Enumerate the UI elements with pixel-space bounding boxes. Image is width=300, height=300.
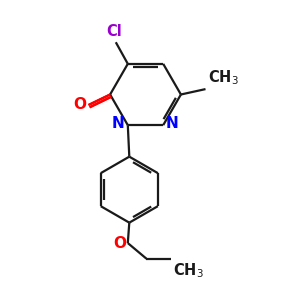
Text: Cl: Cl <box>106 24 122 39</box>
Text: O: O <box>73 97 86 112</box>
Text: N: N <box>111 116 124 131</box>
Text: O: O <box>113 236 126 251</box>
Text: CH$_3$: CH$_3$ <box>173 261 204 280</box>
Text: N: N <box>166 116 178 131</box>
Text: CH$_3$: CH$_3$ <box>208 69 239 87</box>
